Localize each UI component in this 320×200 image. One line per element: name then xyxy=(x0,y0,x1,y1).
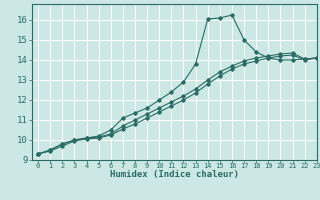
X-axis label: Humidex (Indice chaleur): Humidex (Indice chaleur) xyxy=(110,170,239,179)
